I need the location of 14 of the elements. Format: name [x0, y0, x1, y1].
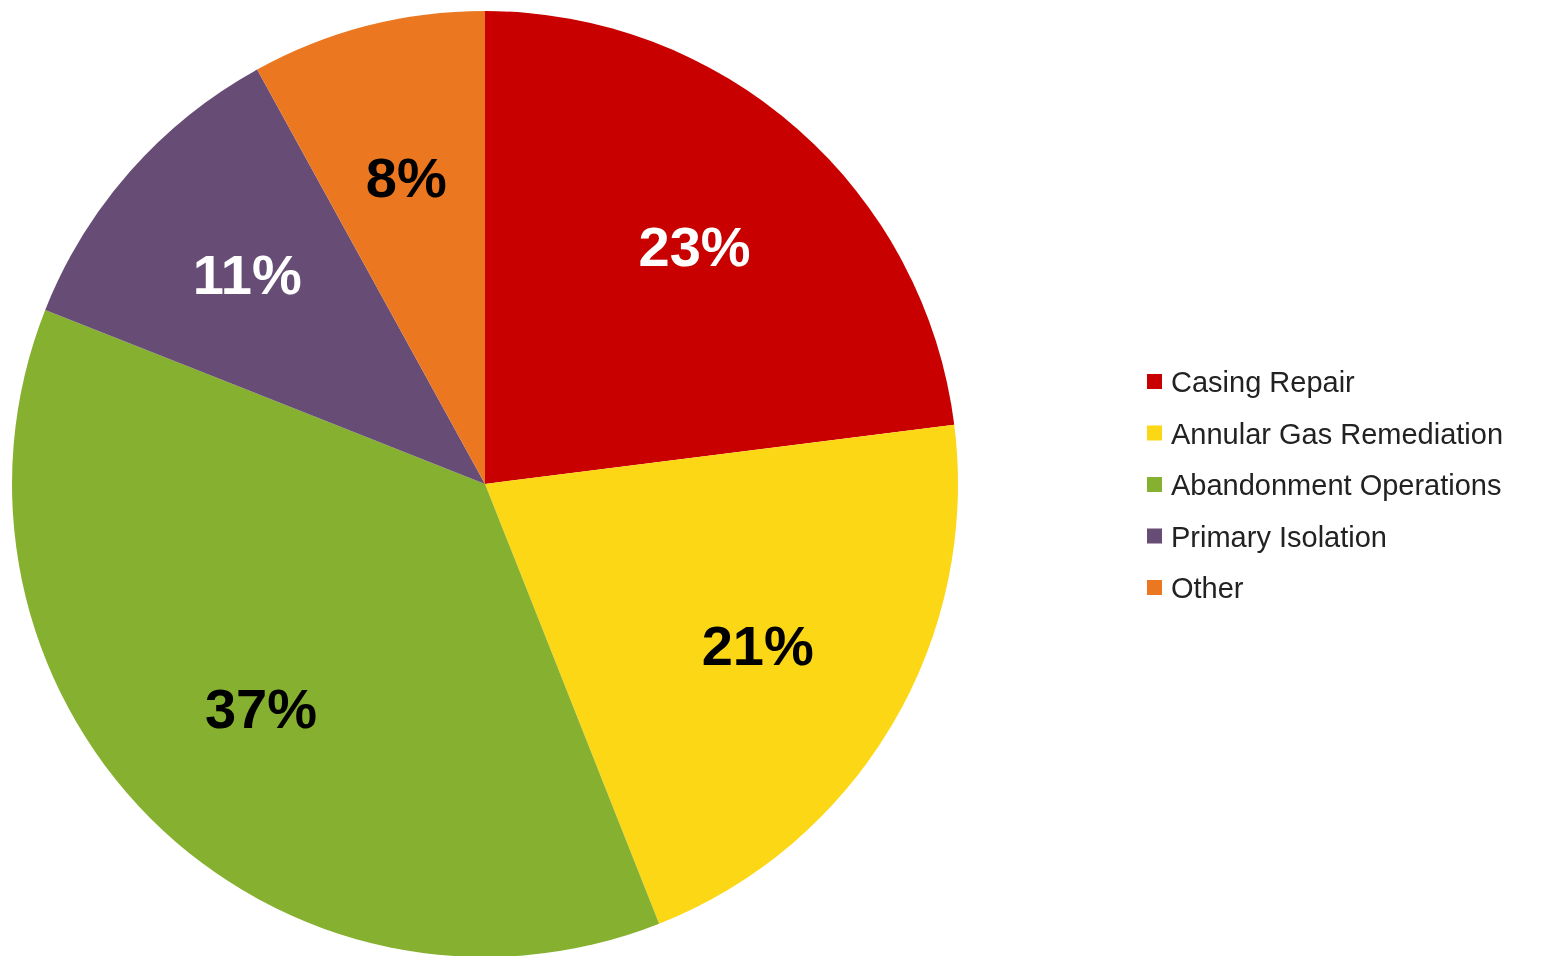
data-label: 21% — [701, 613, 814, 677]
pie-slice — [485, 424, 958, 924]
legend-label: Primary Isolation — [1171, 520, 1387, 553]
legend-label: Abandonment Operations — [1171, 469, 1502, 501]
pie-slice — [45, 69, 485, 484]
data-label: 8% — [365, 145, 447, 209]
pie-slice — [12, 309, 660, 956]
legend-label: Other — [1171, 572, 1244, 604]
data-label: 11% — [192, 242, 302, 306]
legend-label: Annular Gas Remediation — [1171, 417, 1504, 450]
data-label: 23% — [638, 214, 751, 278]
legend-label: Casing Repair — [1171, 366, 1356, 398]
data-label: 37% — [204, 676, 317, 740]
pie-slice — [485, 11, 955, 484]
